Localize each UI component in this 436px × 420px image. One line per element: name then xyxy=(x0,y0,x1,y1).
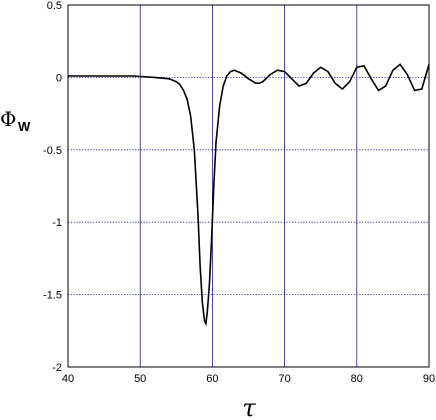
y-axis-label: Φ xyxy=(0,107,16,131)
y-tick-label: -0.5 xyxy=(43,145,62,157)
series-line xyxy=(68,63,430,327)
y-tick-label: -1 xyxy=(52,217,62,229)
x-tick-label: 50 xyxy=(134,373,146,385)
y-axis-label-subscript: W xyxy=(18,119,31,134)
y-tick-label: -2 xyxy=(52,362,62,374)
x-tick-labels: 40 50 60 70 80 90 xyxy=(62,373,435,385)
x-tick-label: 70 xyxy=(278,373,290,385)
y-tick-labels: 0.5 0 -0.5 -1 -1.5 -2 xyxy=(43,0,62,374)
plot-frame xyxy=(67,4,430,368)
x-axis-label: τ xyxy=(242,394,256,420)
x-tick-label: 40 xyxy=(62,373,74,385)
y-axis-label-group: Φ W xyxy=(0,107,31,134)
y-tick-label: -1.5 xyxy=(43,290,62,302)
grid xyxy=(68,5,429,367)
y-tick-label: 0.5 xyxy=(47,0,62,12)
y-tick-label: 0 xyxy=(56,72,62,84)
x-tick-label: 80 xyxy=(351,373,363,385)
x-tick-label: 60 xyxy=(206,373,218,385)
x-tick-label: 90 xyxy=(423,373,435,385)
